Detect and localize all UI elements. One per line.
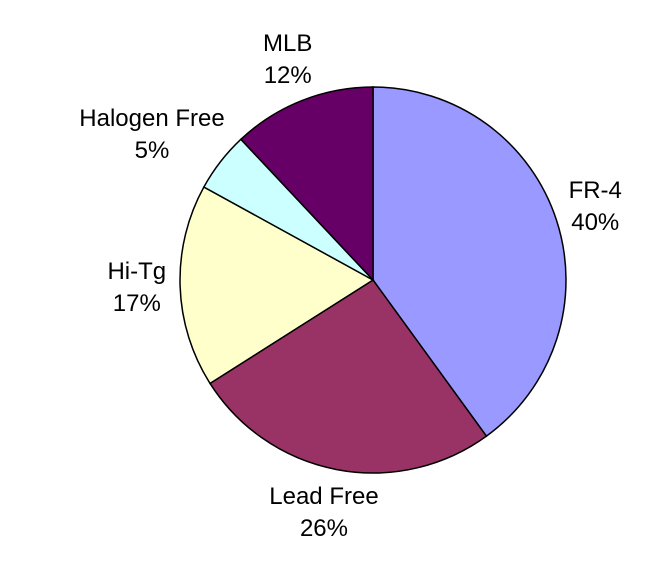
slice-name: Lead Free bbox=[269, 483, 378, 510]
slice-label: Lead Free 26% bbox=[269, 483, 378, 542]
slice-name: FR-4 bbox=[569, 177, 622, 204]
pie bbox=[179, 86, 567, 474]
slice-value: 17% bbox=[113, 290, 161, 317]
labels: FR-4 40% Lead Free 26% Hi-Tg 17% Halogen Free 5… bbox=[79, 30, 622, 542]
slice-value: 12% bbox=[264, 62, 312, 89]
slice-label: Halogen Free 5% bbox=[79, 105, 224, 164]
slice-value: 5% bbox=[135, 137, 170, 164]
slice-label: FR-4 40% bbox=[569, 177, 622, 236]
slice-name: Halogen Free bbox=[79, 105, 224, 132]
pie-slice bbox=[209, 278, 488, 474]
slice-label: MLB 12% bbox=[263, 30, 312, 89]
slice-value: 26% bbox=[300, 515, 348, 542]
slice-name: Hi-Tg bbox=[107, 258, 166, 285]
pie-slice bbox=[239, 86, 374, 282]
pie-slice bbox=[372, 86, 567, 438]
slice-value: 40% bbox=[571, 209, 619, 236]
slice-name: MLB bbox=[263, 30, 312, 57]
pie-slice bbox=[179, 186, 375, 385]
slice-label: Hi-Tg 17% bbox=[107, 258, 166, 317]
